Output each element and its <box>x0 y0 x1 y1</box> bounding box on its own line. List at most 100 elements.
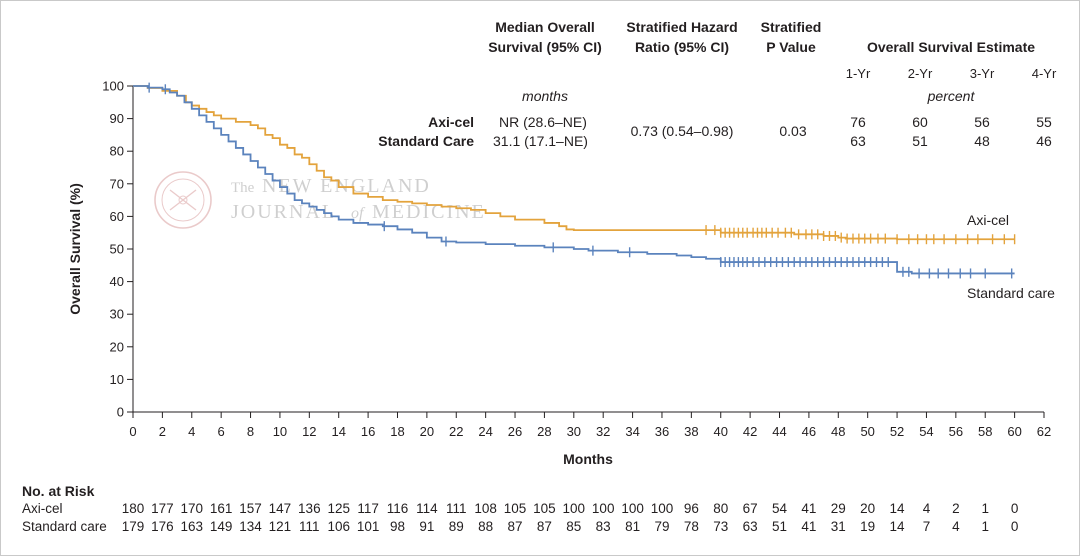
series-line-standard-care <box>133 85 1015 275</box>
risk-value: 0 <box>1011 519 1019 534</box>
row-median-standard: 31.1 (17.1–NE) <box>493 133 588 149</box>
x-tick-label: 12 <box>302 424 316 439</box>
x-tick-label: 28 <box>537 424 551 439</box>
risk-value: 134 <box>239 519 262 534</box>
x-tick-label: 20 <box>420 424 434 439</box>
y-tick-label: 40 <box>110 274 124 289</box>
y-tick-label: 30 <box>110 307 124 322</box>
estimate-axicel-4yr: 55 <box>1036 114 1052 130</box>
risk-value: 180 <box>122 501 145 516</box>
estimate-standard-4yr: 46 <box>1036 133 1052 149</box>
y-tick-label: 90 <box>110 111 124 126</box>
risk-value: 121 <box>269 519 292 534</box>
x-tick-label: 56 <box>949 424 963 439</box>
x-tick-label: 48 <box>831 424 845 439</box>
risk-value: 19 <box>860 519 875 534</box>
x-tick-label: 30 <box>567 424 581 439</box>
header-year-2: 2-Yr <box>908 66 933 81</box>
risk-value: 7 <box>923 519 931 534</box>
risk-value: 88 <box>478 519 493 534</box>
watermark-of: of <box>351 205 366 222</box>
journal-watermark: The NEW ENGLAND JOURNAL of MEDICINE <box>154 171 484 229</box>
series-label-axicel: Axi-cel <box>967 212 1009 228</box>
y-tick-label: 0 <box>117 405 124 420</box>
risk-value: 4 <box>923 501 931 516</box>
risk-value: 106 <box>327 519 350 534</box>
risk-value: 100 <box>651 501 674 516</box>
risk-values: 180 177 170 161 157 147 136 125 117 116 114 111 108 1… <box>122 501 1019 534</box>
watermark-the: The <box>231 180 255 196</box>
row-median-axicel: NR (28.6–NE) <box>499 114 587 130</box>
risk-value: 100 <box>592 501 615 516</box>
x-tick-label: 62 <box>1037 424 1051 439</box>
risk-value: 1 <box>981 501 989 516</box>
y-tick-label: 20 <box>110 339 124 354</box>
x-tick-label: 14 <box>331 424 345 439</box>
estimate-standard-3yr: 48 <box>974 133 990 149</box>
x-tick-label: 24 <box>478 424 492 439</box>
x-tick-label: 6 <box>218 424 225 439</box>
y-tick-label: 70 <box>110 176 124 191</box>
risk-value: 51 <box>772 519 787 534</box>
estimate-unit: percent <box>927 88 976 104</box>
risk-value: 0 <box>1011 501 1019 516</box>
watermark-journal: JOURNAL <box>231 201 336 223</box>
risk-value: 14 <box>890 519 906 534</box>
risk-value: 114 <box>416 501 438 516</box>
header-hazard-line1: Stratified Hazard <box>626 19 737 35</box>
risk-value: 85 <box>566 519 581 534</box>
risk-value: 105 <box>504 501 527 516</box>
risk-value: 29 <box>831 501 846 516</box>
risk-value: 67 <box>743 501 758 516</box>
header-year-1: 1-Yr <box>846 66 871 81</box>
y-tick-label: 60 <box>110 209 124 224</box>
estimate-standard-1yr: 63 <box>850 133 866 149</box>
risk-table: No. at Risk Axi-cel Standard care 180 177… <box>22 483 1018 534</box>
risk-value: 81 <box>625 519 640 534</box>
row-name-standard: Standard Care <box>378 133 474 149</box>
y-tick-label: 80 <box>110 144 124 159</box>
series-label-standard: Standard care <box>967 285 1055 301</box>
risk-value: 179 <box>122 519 145 534</box>
header-hazard-line2: Ratio (95% CI) <box>635 39 729 55</box>
risk-value: 101 <box>357 519 380 534</box>
risk-value: 91 <box>419 519 434 534</box>
watermark-new-england: NEW ENGLAND <box>262 175 431 197</box>
risk-row-label-axicel: Axi-cel <box>22 501 63 516</box>
x-tick-label: 0 <box>129 424 136 439</box>
risk-value: 78 <box>684 519 699 534</box>
risk-value: 54 <box>772 501 788 516</box>
risk-value: 20 <box>860 501 875 516</box>
x-tick-label: 58 <box>978 424 992 439</box>
x-axis-label: Months <box>563 451 613 467</box>
risk-value: 116 <box>387 501 409 516</box>
risk-value: 31 <box>831 519 846 534</box>
x-tick-label: 26 <box>508 424 522 439</box>
series-line-axicel <box>133 85 1015 241</box>
estimate-standard-2yr: 51 <box>912 133 928 149</box>
risk-value: 2 <box>952 501 960 516</box>
estimate-axicel-3yr: 56 <box>974 114 990 130</box>
risk-value: 136 <box>298 501 321 516</box>
x-tick-label: 22 <box>449 424 463 439</box>
risk-value: 177 <box>151 501 174 516</box>
x-tick-label: 16 <box>361 424 375 439</box>
x-tick-label: 40 <box>714 424 728 439</box>
x-tick-label: 4 <box>188 424 195 439</box>
risk-row-label-standard: Standard care <box>22 519 107 534</box>
risk-value: 1 <box>981 519 989 534</box>
risk-value: 149 <box>210 519 233 534</box>
y-tick-label: 50 <box>110 242 124 257</box>
risk-value: 14 <box>890 501 906 516</box>
risk-value: 83 <box>596 519 611 534</box>
risk-table-title: No. at Risk <box>22 483 95 499</box>
x-tick-label: 2 <box>159 424 166 439</box>
series-layer <box>133 82 1016 279</box>
risk-value: 4 <box>952 519 960 534</box>
risk-value: 176 <box>151 519 174 534</box>
risk-value: 108 <box>474 501 497 516</box>
risk-value: 163 <box>181 519 204 534</box>
risk-value: 157 <box>239 501 262 516</box>
